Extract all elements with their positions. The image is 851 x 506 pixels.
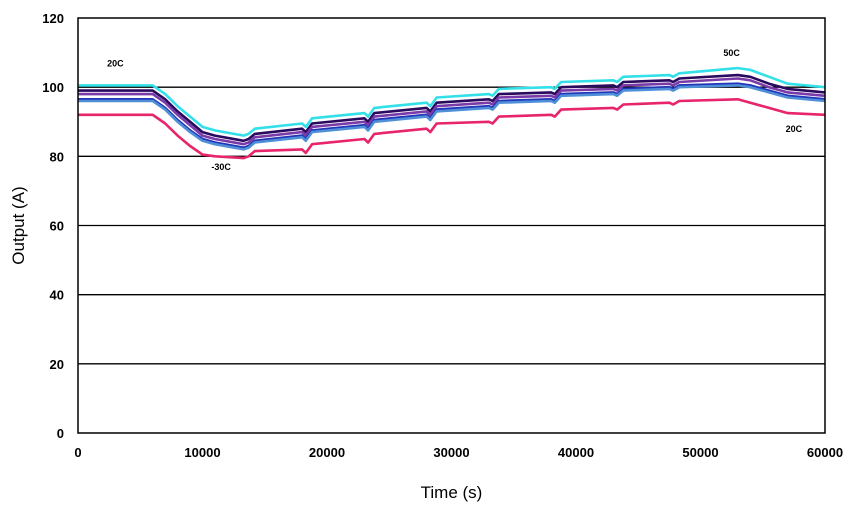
- y-tick-label: 60: [50, 219, 64, 234]
- y-tick-label: 40: [50, 288, 64, 303]
- x-tick-label: 0: [74, 445, 81, 460]
- annotation-label: 50C: [723, 48, 740, 58]
- annotation-label: 20C: [786, 124, 803, 134]
- x-tick-label: 40000: [558, 445, 594, 460]
- y-tick-label: 20: [50, 357, 64, 372]
- annotations: 20C -30C 50C 20C: [107, 48, 803, 172]
- series-line: [78, 73, 826, 143]
- y-tick-label: 100: [42, 80, 64, 95]
- x-tick-label: 10000: [184, 445, 220, 460]
- x-axis-title: Time (s): [421, 483, 483, 502]
- y-tick-label: 80: [50, 149, 64, 164]
- series-lines: [78, 66, 826, 160]
- annotation-label: -30C: [211, 162, 231, 172]
- y-tick-labels: 0 20 40 60 80 100 120: [42, 11, 64, 441]
- series-line: [78, 98, 826, 160]
- annotation-label: 20C: [107, 58, 124, 68]
- x-tick-label: 60000: [807, 445, 843, 460]
- x-tick-label: 20000: [309, 445, 345, 460]
- x-tick-labels: 0 10000 20000 30000 40000 50000 60000: [74, 445, 843, 460]
- series-line: [78, 84, 826, 151]
- y-tick-label: 0: [57, 426, 64, 441]
- series-line: [78, 77, 826, 146]
- y-tick-label: 120: [42, 11, 64, 26]
- grid-lines: [78, 86, 825, 365]
- x-tick-label: 30000: [433, 445, 469, 460]
- plot-frame: [77, 17, 826, 434]
- y-axis-title: Output (A): [9, 186, 28, 264]
- x-tick-label: 50000: [682, 445, 718, 460]
- series-line: [78, 66, 826, 137]
